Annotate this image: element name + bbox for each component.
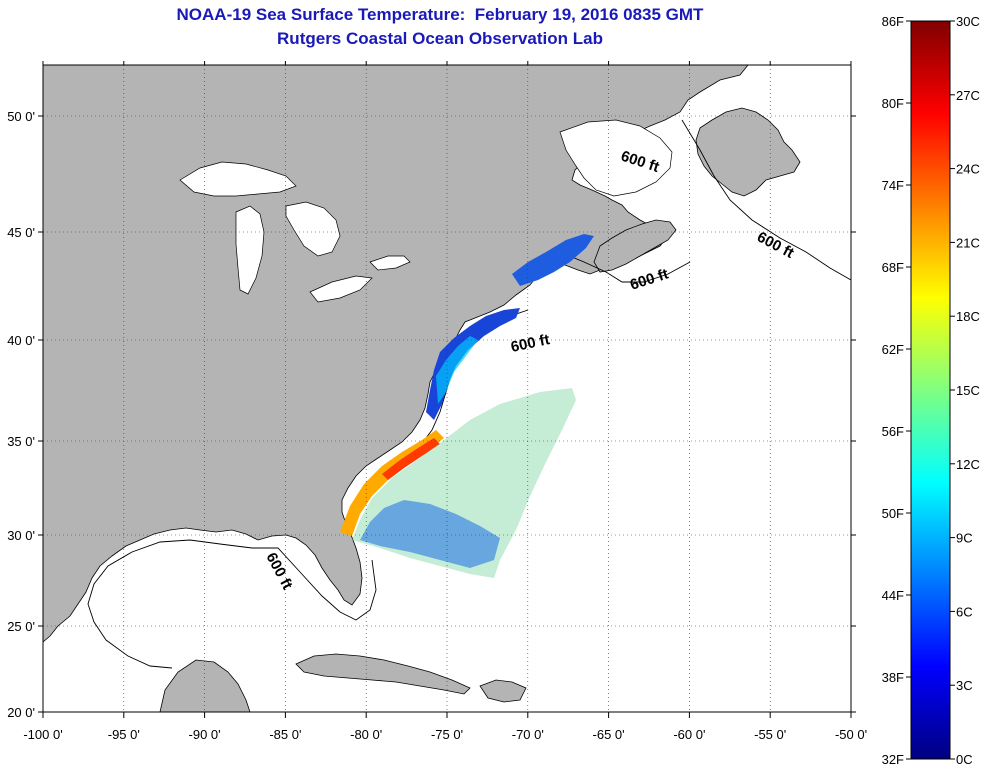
colorbar-fahrenheit-labels: 86F 80F 74F 68F 62F 56F 50F 44F 38F 32F: [882, 14, 904, 767]
colorbar-ticks: [906, 20, 955, 760]
lon-tick-label: -80 0': [350, 727, 382, 742]
colorbar-c-label: 3C: [956, 678, 973, 693]
title-line-2: Rutgers Coastal Ocean Observation Lab: [277, 29, 603, 48]
colorbar-celsius-labels: 30C 27C 24C 21C 18C 15C 12C 9C 6C 3C 0C: [956, 14, 980, 767]
colorbar-c-label: 30C: [956, 14, 980, 29]
lat-tick-label: 30 0': [7, 528, 35, 543]
lake-huron: [285, 201, 341, 257]
sst-gulf-of-maine: [512, 234, 594, 286]
colorbar-f-label: 74F: [882, 178, 904, 193]
sst-south-blue: [360, 500, 500, 568]
lon-tick-label: -50 0': [835, 727, 867, 742]
colorbar-f-label: 80F: [882, 96, 904, 111]
land-cuba: [295, 653, 471, 695]
lon-tick-label: -60 0': [673, 727, 705, 742]
colorbar-f-label: 50F: [882, 506, 904, 521]
colorbar-f-label: 38F: [882, 670, 904, 685]
lat-tick-label: 25 0': [7, 619, 35, 634]
lake-ontario: [369, 255, 411, 271]
land-yucatan: [159, 659, 251, 712]
axis-ticks: [38, 61, 856, 718]
sst-coastal-cold: [436, 336, 478, 404]
lon-tick-label: -75 0': [431, 727, 463, 742]
longitude-labels: -100 0' -95 0' -90 0' -85 0' -80 0' -75 0' -70…: [23, 727, 867, 742]
colorbar-c-label: 27C: [956, 88, 980, 103]
lake-erie: [309, 275, 373, 303]
land-newfoundland: [695, 107, 801, 197]
colorbar-f-label: 86F: [882, 14, 904, 29]
lat-tick-label: 45 0': [7, 225, 35, 240]
colorbar-f-label: 68F: [882, 260, 904, 275]
lake-superior: [179, 161, 297, 197]
lon-tick-label: -55 0': [754, 727, 786, 742]
sst-swath: [340, 234, 594, 578]
title-line-1: NOAA-19 Sea Surface Temperature: Februar…: [176, 5, 704, 24]
colorbar-c-label: 21C: [956, 235, 980, 250]
colorbar-c-label: 0C: [956, 752, 973, 767]
colorbar-f-label: 56F: [882, 424, 904, 439]
colorbar: 86F 80F 74F 68F 62F 56F 50F 44F 38F 32F 30C 27C 24C…: [882, 14, 980, 767]
colorbar-c-label: 6C: [956, 604, 973, 619]
colorbar-c-label: 18C: [956, 309, 980, 324]
lake-michigan: [235, 205, 265, 295]
colorbar-c-label: 24C: [956, 162, 980, 177]
lon-tick-label: -95 0': [108, 727, 140, 742]
lon-tick-label: -85 0': [269, 727, 301, 742]
gulf-st-lawrence: [559, 119, 673, 197]
colorbar-c-label: 15C: [956, 383, 980, 398]
lat-tick-label: 50 0': [7, 109, 35, 124]
colorbar-c-label: 9C: [956, 531, 973, 546]
colorbar-f-label: 32F: [882, 752, 904, 767]
lat-tick-label: 40 0': [7, 333, 35, 348]
lon-tick-label: -90 0': [189, 727, 221, 742]
land-hispaniola: [479, 679, 527, 703]
colorbar-c-label: 12C: [956, 457, 980, 472]
graticule: [43, 65, 851, 712]
latitude-labels: 50 0' 45 0' 40 0' 35 0' 30 0' 25 0' 20 0': [7, 109, 35, 720]
colorbar-f-label: 44F: [882, 588, 904, 603]
lon-tick-label: -70 0': [512, 727, 544, 742]
map-title: NOAA-19 Sea Surface Temperature: Februar…: [0, 3, 880, 51]
colorbar-f-label: 62F: [882, 342, 904, 357]
sst-gulf-stream: [382, 438, 440, 480]
land-north-america: [43, 65, 749, 643]
lat-tick-label: 35 0': [7, 434, 35, 449]
colorbar-scale: [910, 20, 951, 760]
lat-tick-label: 20 0': [7, 705, 35, 720]
lon-tick-label: -100 0': [23, 727, 62, 742]
lon-tick-label: -65 0': [593, 727, 625, 742]
